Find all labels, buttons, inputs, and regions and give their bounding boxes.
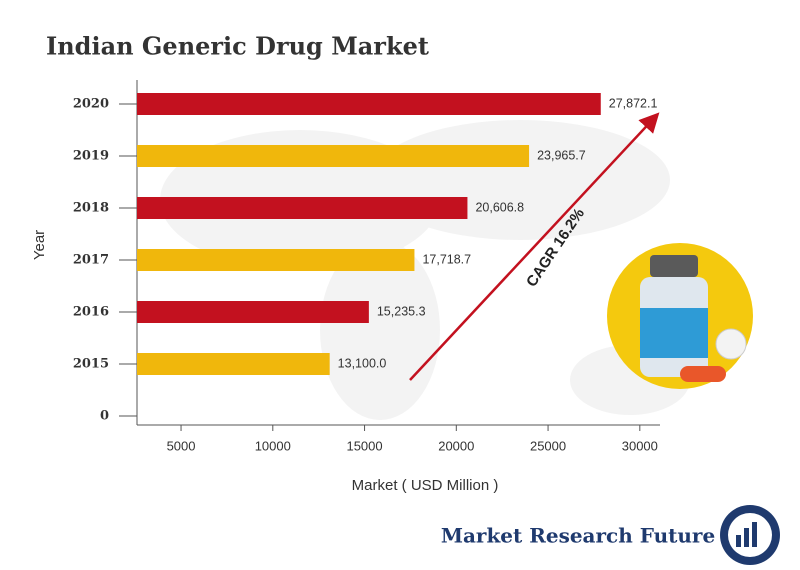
brand-logo xyxy=(720,505,780,565)
x-tick-label: 15000 xyxy=(346,438,382,453)
x-tick-label: 30000 xyxy=(622,438,658,453)
pill-bottle-illustration xyxy=(607,243,753,389)
value-label: 27,872.1 xyxy=(609,96,658,110)
x-tick-label: 20000 xyxy=(438,438,474,453)
chart-title: Indian Generic Drug Market xyxy=(46,32,429,61)
y-tick-label: 2020 xyxy=(73,97,109,112)
value-label: 17,718.7 xyxy=(422,252,471,266)
bar xyxy=(137,93,601,115)
bar xyxy=(137,145,530,167)
y-axis-label: Year xyxy=(31,230,48,260)
x-tick-label: 10000 xyxy=(255,438,291,453)
value-label: 13,100.0 xyxy=(338,356,387,370)
y-tick-label: 2017 xyxy=(73,253,109,268)
bar xyxy=(137,249,415,271)
bar xyxy=(137,197,468,219)
y-tick-label: 2015 xyxy=(73,357,109,372)
value-label: 23,965.7 xyxy=(537,148,586,162)
y-tick-label: 0 xyxy=(100,409,109,424)
cagr-arrow xyxy=(409,112,660,381)
bar xyxy=(137,353,330,375)
value-label: 20,606.8 xyxy=(475,200,524,214)
y-tick-label: 2016 xyxy=(73,305,109,320)
value-label: 15,235.3 xyxy=(377,304,426,318)
y-tick-label: 2019 xyxy=(73,149,109,164)
x-tick-label: 25000 xyxy=(530,438,566,453)
x-tick-label: 5000 xyxy=(167,438,196,453)
bar xyxy=(137,301,369,323)
brand-name: Market Research Future xyxy=(441,524,715,548)
x-axis-label: Market ( USD Million ) xyxy=(352,477,499,494)
y-tick-label: 2018 xyxy=(73,201,109,216)
